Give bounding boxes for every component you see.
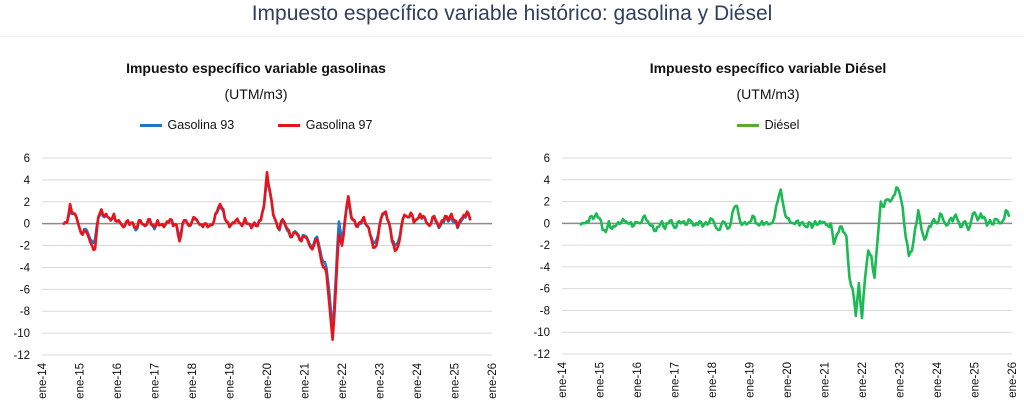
- y-tick-label: 2: [24, 197, 30, 209]
- legend-item-diesel: Diésel: [736, 118, 800, 132]
- x-tick-label: ene-25: [970, 362, 982, 398]
- chart-subtitle: (UTM/m3): [224, 86, 288, 102]
- x-tick-label: ene-21: [820, 362, 832, 398]
- y-tick-label: 4: [544, 175, 551, 187]
- y-tick-label: -2: [540, 240, 550, 252]
- legend-swatch: [736, 124, 759, 128]
- x-tick-label: ene-15: [75, 363, 87, 399]
- y-tick-label: 6: [24, 153, 30, 165]
- page-title: Impuesto específico variable histórico: …: [251, 2, 773, 25]
- x-tick-label: ene-22: [857, 362, 869, 398]
- chart-title: Impuesto específico variable gasolinas: [126, 60, 386, 76]
- x-tick-label: ene-19: [225, 363, 237, 399]
- x-tick-label: ene-16: [632, 362, 644, 398]
- x-tick-label: ene-26: [1007, 362, 1019, 398]
- x-tick-label: ene-22: [337, 363, 349, 399]
- x-tick-label: ene-23: [375, 363, 387, 399]
- legend-label: Gasolina 93: [167, 118, 235, 132]
- y-tick-label: -12: [533, 349, 550, 361]
- y-tick-label: -10: [13, 328, 30, 340]
- x-tick-label: ene-24: [412, 362, 424, 398]
- legend-label: Gasolina 97: [305, 118, 373, 132]
- x-tick-label: ene-14: [37, 362, 49, 398]
- legend-swatch: [139, 124, 162, 128]
- x-tick-label: ene-25: [450, 363, 462, 399]
- x-tick-label: ene-14: [557, 361, 569, 397]
- x-tick-label: ene-19: [745, 362, 757, 398]
- diesel-plot: 6 4 2 0 -2 -4 -6 -8 -10 -12 ene-14 ene-15 ene-16 ene-…: [533, 153, 1019, 398]
- y-tick-label: -10: [533, 327, 550, 339]
- y-tick-label: 6: [544, 153, 550, 165]
- x-tick-label: ene-18: [707, 362, 719, 398]
- y-tick-label: -4: [20, 262, 31, 274]
- y-tick-label: -6: [540, 284, 550, 296]
- x-tick-label: ene-17: [670, 362, 682, 398]
- chart-legend: Gasolina 93 Gasolina 97: [0, 118, 512, 132]
- y-tick-label: -8: [20, 306, 30, 318]
- y-tick-label: -2: [20, 241, 30, 253]
- legend-label: Diésel: [764, 118, 800, 132]
- y-tick-label: -6: [20, 284, 30, 296]
- chart-legend: Diésel: [512, 118, 1024, 132]
- legend-item-gasolina-97: Gasolina 97: [277, 118, 373, 132]
- x-tick-label: ene-23: [895, 362, 907, 398]
- series-line-di-sel: [579, 186, 1011, 320]
- gasoline-chart-panel: Impuesto específico variable gasolinas (…: [0, 60, 512, 132]
- x-tick-label: ene-24: [932, 361, 944, 397]
- y-tick-label: 4: [24, 175, 31, 187]
- diesel-chart-panel: Impuesto específico variable Diésel (UTM…: [512, 0, 1024, 414]
- y-tick-label: 0: [544, 218, 550, 230]
- gasoline-plot: 6 4 2 0 -2 -4 -6 -8 -10 -12 ene-14 ene-15 ene-16 ene-…: [13, 153, 499, 399]
- x-tick-label: ene-17: [150, 363, 162, 399]
- y-tick-label: -4: [540, 262, 551, 274]
- x-tick-label: ene-18: [187, 363, 199, 399]
- x-tick-label: ene-21: [300, 363, 312, 399]
- y-tick-label: -12: [13, 350, 30, 362]
- x-tick-label: ene-15: [595, 362, 607, 398]
- x-tick-label: ene-20: [262, 363, 274, 399]
- legend-item-gasolina-93: Gasolina 93: [139, 118, 235, 132]
- y-tick-label: -8: [540, 305, 550, 317]
- chart-title: Impuesto específico variable Diésel: [649, 60, 887, 76]
- legend-swatch: [277, 124, 300, 128]
- series-line-gasolina-97: [62, 170, 472, 341]
- series-line-gasolina-93: [62, 174, 472, 333]
- x-tick-label: ene-20: [782, 362, 794, 398]
- y-tick-label: 2: [544, 197, 550, 209]
- x-tick-label: ene-16: [112, 363, 124, 399]
- x-tick-label: ene-26: [487, 363, 499, 399]
- title-divider: [0, 36, 1024, 37]
- chart-subtitle: (UTM/m3): [736, 86, 800, 102]
- y-tick-label: 0: [24, 219, 30, 231]
